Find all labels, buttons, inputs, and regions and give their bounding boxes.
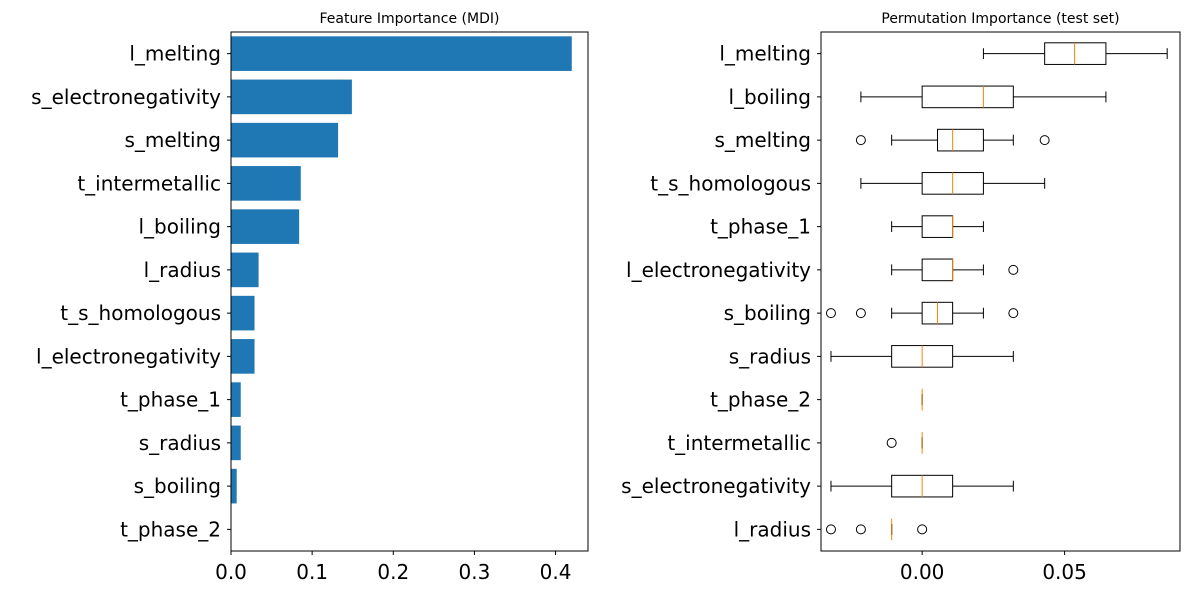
x-tick-label: 0.05 bbox=[1042, 560, 1087, 584]
y-tick-labels: l_melting s_electronegativity s_melting t_i… bbox=[31, 42, 231, 541]
y-tick-label: l_radius bbox=[734, 517, 811, 541]
x-tick-labels: 0.0 0.1 0.2 0.3 0.4 bbox=[215, 551, 571, 584]
outlier-point bbox=[886, 437, 897, 448]
bar-s_boiling bbox=[231, 468, 237, 504]
outlier-point bbox=[1008, 308, 1019, 319]
y-tick-label: s_boiling bbox=[724, 301, 811, 325]
box-iqr bbox=[921, 258, 954, 282]
boxes-group bbox=[825, 42, 1168, 541]
y-tick-label: s_electronegativity bbox=[31, 85, 221, 109]
chart-title: Permutation Importance (test set) bbox=[881, 11, 1119, 27]
outlier-point bbox=[855, 135, 866, 146]
permutation-importance-chart: Permutation Importance (test set) l_melt… bbox=[621, 11, 1181, 584]
outlier-point bbox=[855, 524, 866, 535]
box-s_melting bbox=[855, 128, 1050, 152]
box-t_s_homologous bbox=[860, 172, 1046, 195]
x-tick-labels: 0.00 0.05 bbox=[900, 551, 1087, 584]
outlier-point bbox=[825, 308, 836, 319]
outlier-point bbox=[1039, 135, 1050, 146]
y-tick-label: t_s_homologous bbox=[60, 301, 221, 325]
x-tick-label: 0.4 bbox=[540, 560, 572, 584]
bar-t_intermetallic bbox=[231, 166, 301, 201]
bar-t_s_homologous bbox=[231, 295, 255, 331]
y-tick-label: l_boiling bbox=[728, 85, 811, 109]
box-iqr bbox=[921, 215, 954, 238]
bar-s_radius bbox=[231, 425, 241, 461]
bars-group bbox=[231, 36, 572, 504]
y-tick-label: s_radius bbox=[729, 344, 811, 368]
x-tick-label: 0.2 bbox=[377, 560, 409, 584]
mdi-importance-chart: Feature Importance (MDI) l_melting s_elec… bbox=[31, 11, 589, 584]
box-l_melting bbox=[982, 42, 1168, 65]
box-s_radius bbox=[830, 345, 1014, 368]
y-tick-label: t_phase_1 bbox=[710, 215, 811, 239]
box-t_phase_1 bbox=[891, 215, 984, 238]
y-tick-label: t_s_homologous bbox=[650, 171, 811, 195]
y-tick-label: t_phase_2 bbox=[120, 517, 221, 541]
outlier-point bbox=[1008, 264, 1019, 275]
bar-s_electronegativity bbox=[231, 79, 352, 115]
box-l_electronegativity bbox=[891, 258, 1019, 282]
box-l_boiling bbox=[860, 85, 1107, 109]
bar-l_boiling bbox=[231, 209, 300, 244]
bar-l_electronegativity bbox=[231, 339, 255, 374]
outlier-point bbox=[825, 524, 836, 535]
box-l_radius bbox=[825, 518, 928, 541]
x-tick-label: 0.1 bbox=[296, 560, 328, 584]
plot-frame bbox=[820, 31, 1181, 552]
x-tick-label: 0.00 bbox=[900, 560, 945, 584]
y-tick-label: t_phase_1 bbox=[120, 388, 221, 412]
plot-frame bbox=[230, 31, 589, 552]
y-tick-label: l_electronegativity bbox=[626, 258, 811, 282]
y-tick-label: t_intermetallic bbox=[667, 431, 811, 455]
y-tick-label: l_electronegativity bbox=[36, 344, 221, 368]
y-tick-label: l_melting bbox=[719, 42, 811, 66]
bar-l_radius bbox=[231, 252, 259, 288]
outlier-point bbox=[917, 524, 928, 535]
outlier-point bbox=[855, 308, 866, 319]
bar-s_melting bbox=[231, 122, 339, 158]
bar-t_phase_1 bbox=[231, 382, 241, 417]
y-tick-label: t_intermetallic bbox=[77, 171, 221, 195]
y-tick-label: l_boiling bbox=[138, 215, 221, 239]
y-tick-labels: l_melting l_boiling s_melting t_s_homologou… bbox=[621, 42, 821, 541]
box-s_boiling bbox=[825, 301, 1019, 325]
bar-l_melting bbox=[231, 36, 572, 71]
y-tick-label: l_melting bbox=[129, 42, 221, 66]
y-tick-label: t_phase_2 bbox=[710, 388, 811, 412]
x-tick-label: 0.3 bbox=[459, 560, 491, 584]
y-tick-label: s_electronegativity bbox=[621, 474, 811, 498]
box-s_electronegativity bbox=[830, 474, 1014, 498]
chart-title: Feature Importance (MDI) bbox=[320, 11, 500, 27]
box-iqr bbox=[1044, 42, 1107, 65]
y-tick-label: l_radius bbox=[144, 258, 221, 282]
y-tick-label: s_boiling bbox=[134, 474, 221, 498]
y-tick-label: s_melting bbox=[714, 128, 811, 152]
box-iqr bbox=[937, 128, 984, 152]
y-tick-label: s_melting bbox=[124, 128, 221, 152]
box-iqr bbox=[921, 85, 1014, 109]
box-t_intermetallic bbox=[886, 432, 923, 454]
x-tick-label: 0.0 bbox=[215, 560, 247, 584]
y-tick-label: s_radius bbox=[139, 431, 221, 455]
